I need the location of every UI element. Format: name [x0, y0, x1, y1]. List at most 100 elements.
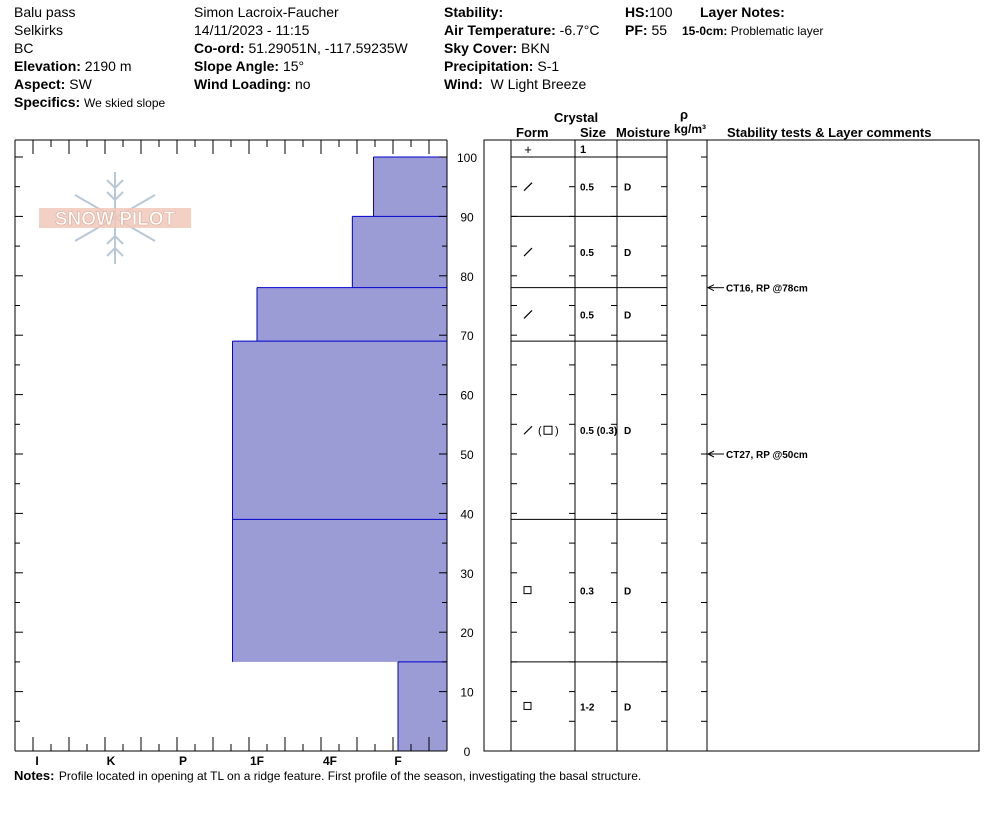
stability-test-label: CT27, RP @50cm — [726, 450, 808, 461]
depth-tick-label: 60 — [460, 389, 474, 403]
stability-label: Stability: — [444, 4, 504, 20]
elevation-label: Elevation: — [14, 58, 81, 74]
stability-tests-header: Stability tests & Layer comments — [727, 125, 932, 140]
specifics-value: We skied slope — [84, 96, 166, 110]
coord-label: Co-ord: — [194, 40, 245, 56]
hardness-label: K — [107, 754, 116, 768]
form-paren: ) — [555, 425, 559, 437]
notes-label: Notes: — [14, 768, 55, 783]
notes: Notes: Profile located in opening at TL … — [14, 767, 641, 785]
notes-text: Profile located in opening at TL on a ri… — [58, 769, 642, 783]
hardness-label: 1F — [250, 754, 264, 768]
form-header: Form — [516, 125, 549, 140]
province: BC — [14, 40, 34, 56]
density-unit-header: kg/m³ — [674, 122, 707, 136]
form-fragment-icon — [523, 425, 533, 435]
moisture-header: Moisture — [616, 125, 671, 140]
slope-label: Slope Angle: — [194, 58, 280, 74]
wind-loading: Wind Loading: no — [194, 76, 311, 92]
layer-table-border — [483, 139, 980, 752]
layer-table: +1 0.5 D 0.5 D 0.5 D () 0.5 (0.3) D 0.3 D 1-2 D CT16, … — [483, 139, 980, 752]
layer-moisture: D — [624, 702, 631, 713]
layer-notes-text: Problematic layer — [730, 24, 824, 38]
form-paren: ( — [538, 425, 542, 437]
wind: Wind: W Light Breeze — [444, 76, 586, 92]
hs-label: HS: — [625, 4, 650, 20]
layer-moisture: D — [624, 310, 631, 321]
sky-label: Sky Cover: — [444, 40, 518, 56]
hardness-label: P — [179, 754, 187, 768]
air-temperature: Air Temperature: -6.7°C — [444, 22, 600, 38]
snowpilot-logo: SNOW PILOT — [39, 172, 191, 264]
depth-tick-label: 50 — [460, 448, 474, 462]
layer-moisture: D — [624, 426, 631, 437]
hardness-label: F — [394, 754, 401, 768]
hs-value: 100 — [649, 4, 673, 20]
depth-tick-label: 90 — [460, 210, 474, 224]
layer-size: 1-2 — [580, 702, 595, 713]
depth-tick-label: 100 — [457, 151, 477, 165]
hardness-bar — [352, 216, 447, 288]
observer-name: Simon Lacroix-Faucher — [194, 4, 339, 20]
stability-arrow-head — [706, 450, 715, 458]
specifics: Specifics: We skied slope — [14, 94, 165, 110]
layer-notes-label: Layer Notes: — [700, 4, 785, 20]
hardness-bar — [398, 661, 447, 751]
coord-value: 51.29051N, -117.59235W — [248, 40, 408, 56]
depth-tick-label: 10 — [460, 686, 474, 700]
sky-value: BKN — [521, 40, 550, 56]
form-facet-icon — [523, 586, 532, 595]
form-fragment-icon — [523, 182, 533, 192]
depth-tick-label: 40 — [460, 507, 474, 521]
form-fragment-icon — [523, 247, 533, 257]
crystal-header: Crystal — [554, 110, 599, 125]
layer-size: 0.5 — [580, 248, 594, 259]
elevation: Elevation: 2190 m — [14, 58, 132, 74]
elevation-value: 2190 m — [84, 58, 132, 74]
logo-text: SNOW PILOT — [55, 209, 176, 230]
logo-banner — [39, 208, 191, 228]
air-temp-value: -6.7°C — [559, 22, 600, 38]
wind-loading-label: Wind Loading: — [194, 76, 292, 92]
hardness-bar — [232, 519, 447, 662]
wind-value: W Light Breeze — [490, 76, 587, 92]
precip-value: S-1 — [537, 58, 560, 74]
aspect-value: SW — [69, 76, 92, 92]
form-facet-icon — [523, 701, 532, 710]
mountain-range: Selkirks — [14, 22, 64, 38]
location-name: Balu pass — [14, 4, 76, 20]
observation-datetime: 14/11/2023 - 11:15 — [194, 22, 310, 38]
stability-test-label: CT16, RP @78cm — [726, 284, 808, 295]
hardness-bar — [373, 157, 447, 217]
hardness-profile — [232, 156, 447, 752]
sky-cover: Sky Cover: BKN — [444, 40, 550, 56]
pf-value: 55 — [651, 22, 668, 38]
depth-tick-label: 0 — [464, 745, 471, 759]
pf-label: PF: — [625, 22, 648, 38]
layer-notes-range: 15-0cm: — [682, 24, 728, 38]
layer-size: 0.5 — [580, 310, 594, 321]
surface-form-symbol: + — [524, 142, 532, 157]
pf: PF: 55 — [625, 22, 667, 38]
layer-size: 0.5 (0.3) — [580, 426, 617, 437]
aspect: Aspect: SW — [14, 76, 92, 92]
aspect-label: Aspect: — [14, 76, 66, 92]
depth-tick-label: 80 — [460, 270, 474, 284]
precip-label: Precipitation: — [444, 58, 534, 74]
layer-moisture: D — [624, 248, 631, 259]
hardness-label: I — [35, 754, 38, 768]
slope-value: 15° — [282, 58, 305, 74]
surface-size: 1 — [580, 144, 586, 156]
depth-tick-label: 20 — [460, 626, 474, 640]
wind-label: Wind: — [444, 76, 483, 92]
air-temp-label: Air Temperature: — [444, 22, 556, 38]
layer-size: 0.5 — [580, 183, 594, 194]
coordinates: Co-ord: 51.29051N, -117.59235W — [194, 40, 408, 56]
layer-moisture: D — [624, 587, 631, 598]
hardness-label: 4F — [323, 754, 337, 768]
wind-loading-value: no — [294, 76, 311, 92]
hardness-bar — [232, 341, 447, 520]
depth-tick-label: 70 — [460, 329, 474, 343]
layer-moisture: D — [624, 183, 631, 194]
